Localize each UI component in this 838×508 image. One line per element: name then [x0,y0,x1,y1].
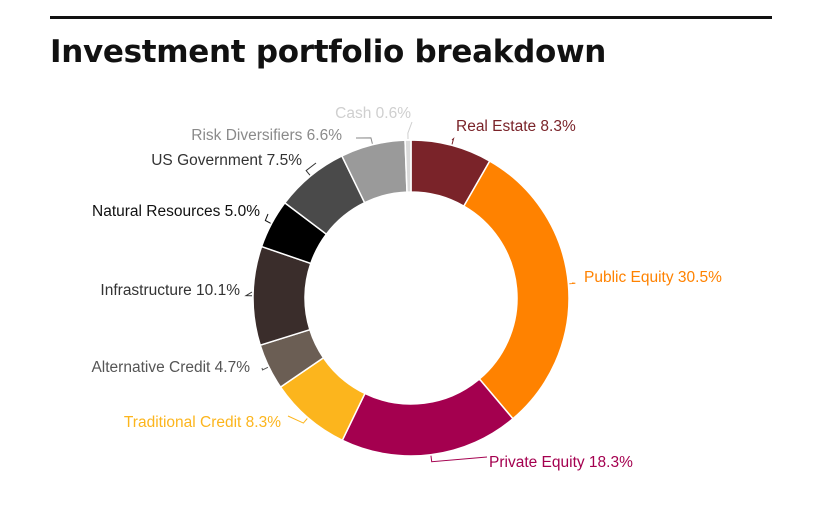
label-public-equity: Public Equity 30.5% [584,269,722,286]
slice-labels: Real Estate 8.3% Public Equity 30.5% Priva… [91,105,722,471]
leader-lines [244,121,576,463]
leader-real-estate [451,137,455,145]
leader-natural-resources [264,213,271,224]
leader-infrastructure [244,291,253,297]
label-us-government: US Government 7.5% [151,152,302,169]
slice-public-equity [462,160,570,420]
donut-slices [252,139,570,457]
slice-cash [404,139,412,193]
leader-traditional-credit [287,415,308,424]
leader-alternative-credit [261,366,269,371]
label-infrastructure: Infrastructure 10.1% [100,282,240,299]
leader-private-equity [430,455,488,463]
label-private-equity: Private Equity 18.3% [489,454,633,471]
slice-private-equity [341,377,514,457]
label-natural-resources: Natural Resources 5.0% [92,203,260,220]
label-real-estate: Real Estate 8.3% [456,118,576,135]
leader-public-equity [569,282,576,285]
chart-title: Investment portfolio breakdown [50,34,607,70]
label-traditional-credit: Traditional Credit 8.3% [124,414,281,431]
label-cash: Cash 0.6% [335,105,411,122]
slice-infrastructure [252,245,312,347]
top-rule [50,16,772,19]
label-risk-diversifiers: Risk Diversifiers 6.6% [191,127,342,144]
leader-cash [407,121,413,140]
leader-risk-diversifiers [355,137,373,144]
leader-us-government [305,162,317,176]
label-alternative-credit: Alternative Credit 4.7% [91,359,250,376]
